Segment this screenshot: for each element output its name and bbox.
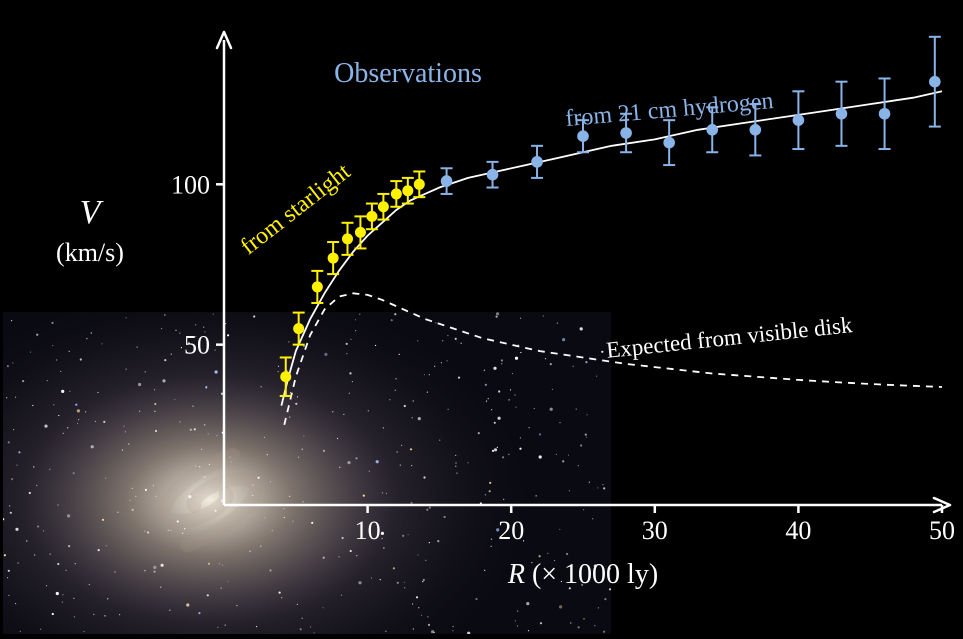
x-tick-label: 10 xyxy=(355,516,381,545)
data-point xyxy=(378,201,389,212)
data-point xyxy=(328,253,339,264)
data-point xyxy=(366,211,377,222)
data-point xyxy=(391,188,402,199)
x-tick-label: 40 xyxy=(785,516,811,545)
rotation-curve-chart: 102030405050100R (× 1000 ly)V(km/s)Obser… xyxy=(0,0,963,639)
data-point xyxy=(793,114,805,126)
data-point xyxy=(293,323,304,334)
data-point xyxy=(342,233,353,244)
data-point xyxy=(355,227,366,238)
y-axis-label-unit: (km/s) xyxy=(56,238,124,267)
y-tick-label: 100 xyxy=(171,170,210,199)
y-tick-label: 50 xyxy=(184,331,210,360)
data-point xyxy=(663,137,675,149)
data-point xyxy=(879,108,891,120)
data-point xyxy=(312,281,323,292)
data-point xyxy=(402,185,413,196)
data-point xyxy=(706,124,718,136)
data-point xyxy=(531,156,543,168)
x-tick-label: 30 xyxy=(642,516,668,545)
x-axis-label: R (× 1000 ly) xyxy=(507,559,658,590)
x-tick-label: 50 xyxy=(929,516,955,545)
data-point xyxy=(441,175,453,187)
data-point xyxy=(620,127,632,139)
data-point xyxy=(414,179,425,190)
data-point xyxy=(836,108,848,120)
data-point xyxy=(487,169,499,181)
data-point xyxy=(280,371,291,382)
x-tick-label: 20 xyxy=(498,516,524,545)
data-point xyxy=(929,76,941,88)
label-observations: Observations xyxy=(334,58,482,89)
data-point xyxy=(750,124,762,136)
data-point xyxy=(577,130,589,142)
